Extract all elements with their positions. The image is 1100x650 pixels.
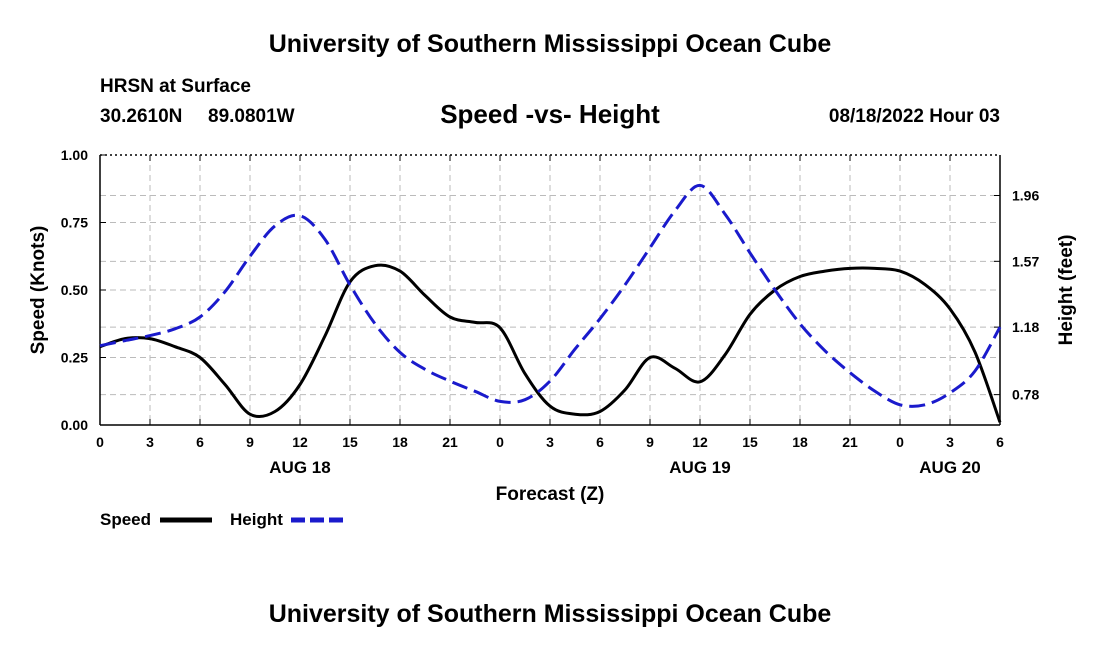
station-longitude: 89.0801W [208,106,295,127]
speed-height-chart: 0 3 6 9 12 15 18 21 0 3 6 9 12 15 18 21 0 3 6 0.00 0.25 0.50 0… [28,147,1077,529]
x-tick-label: 0 [96,434,104,450]
y-axis-right-title: Height (feet) [1056,235,1077,346]
forecast-timestamp: 08/18/2022 Hour 03 [828,106,1000,127]
x-tick-label: 6 [996,434,1004,450]
y-right-tick-label: 1.96 [1012,188,1039,204]
chart-title: Speed -vs- Height [440,99,660,129]
footer-title: University of Southern Mississippi Ocean… [268,600,832,628]
x-tick-label: 15 [742,434,758,450]
station-latitude: 30.2610N [100,106,183,127]
x-date-label: AUG 19 [669,458,730,477]
page-title: University of Southern Mississippi Ocean… [268,30,832,58]
x-tick-label: 18 [792,434,808,450]
y-left-tick-label: 0.25 [61,350,88,366]
x-tick-label: 12 [292,434,308,450]
x-tick-label: 21 [842,434,858,450]
y-left-tick-label: 0.75 [61,215,88,231]
x-tick-label: 0 [896,434,904,450]
tick-labels: 0 3 6 9 12 15 18 21 0 3 6 9 12 15 18 21 0 3 6 0.00 0.25 0.50 0… [61,147,1040,477]
speed-series-line [99,263,1002,423]
x-tick-label: 15 [342,434,358,450]
height-series-line [99,183,1002,408]
x-tick-label: 3 [146,434,154,450]
legend-height-label: Height [230,510,283,529]
x-tick-label: 9 [246,434,254,450]
y-left-tick-label: 0.00 [61,417,88,433]
y-left-tick-label: 0.50 [61,282,88,298]
y-axis-left-title: Speed (Knots) [28,226,49,355]
x-tick-label: 6 [196,434,204,450]
x-tick-label: 3 [546,434,554,450]
x-date-label: AUG 18 [269,458,330,477]
x-tick-label: 12 [692,434,708,450]
legend-speed-label: Speed [100,510,151,529]
station-name: HRSN at Surface [100,76,251,97]
y-left-tick-label: 1.00 [61,147,88,163]
x-date-label: AUG 20 [919,458,980,477]
legend: Speed Height [100,510,343,529]
x-tick-label: 0 [496,434,504,450]
y-right-tick-label: 1.57 [1012,253,1039,269]
y-right-tick-label: 1.18 [1012,319,1039,335]
x-tick-label: 9 [646,434,654,450]
x-tick-label: 6 [596,434,604,450]
x-tick-label: 21 [442,434,458,450]
series [99,183,1002,423]
grid [100,155,1000,425]
y-right-tick-label: 0.78 [1012,387,1039,403]
axes [99,154,1001,426]
x-tick-label: 18 [392,434,408,450]
x-axis-title: Forecast (Z) [496,484,605,505]
x-tick-label: 3 [946,434,954,450]
